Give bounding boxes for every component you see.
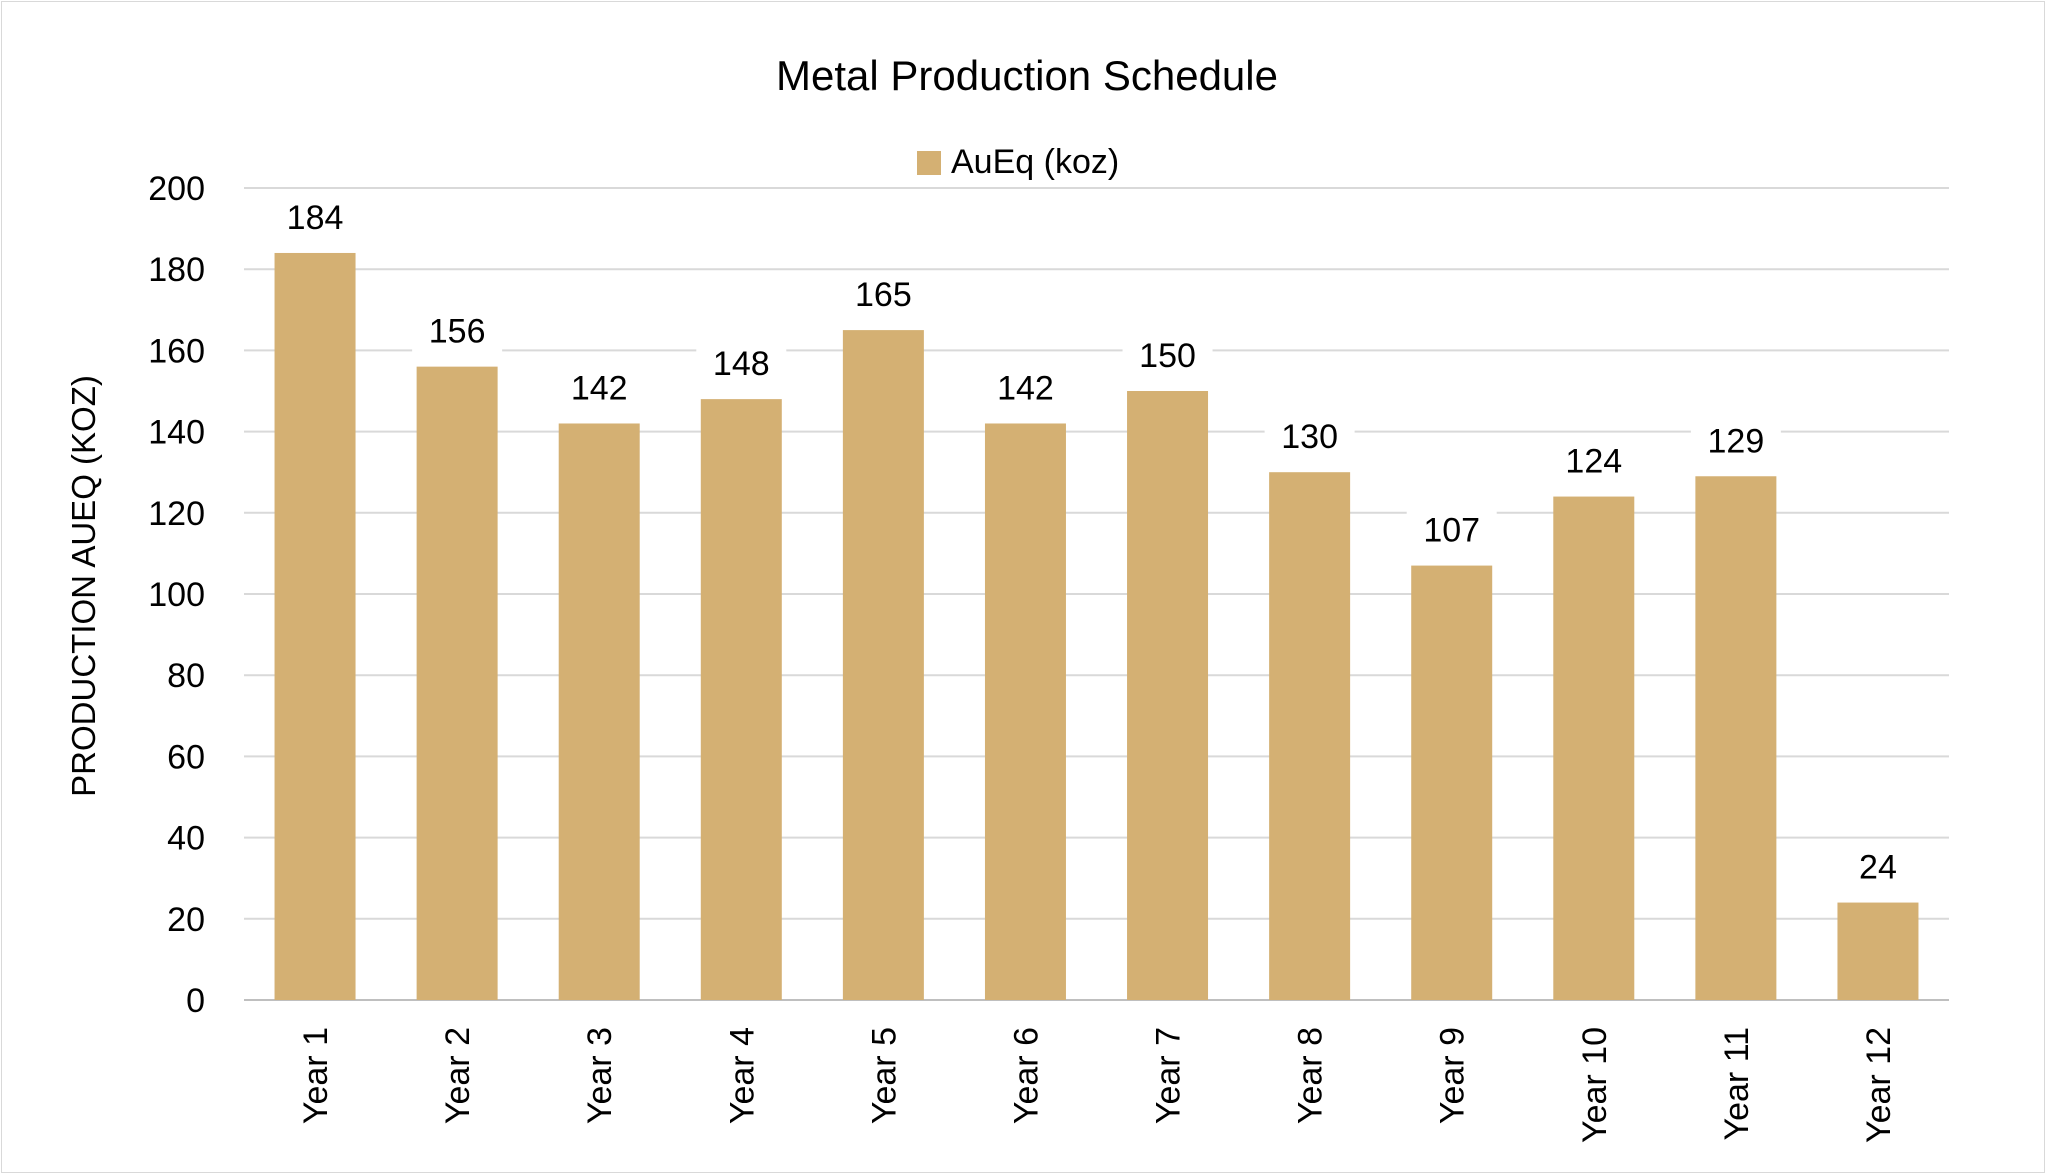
x-tick-label: Year 2 bbox=[439, 1027, 477, 1124]
x-tick-label: Year 7 bbox=[1150, 1027, 1188, 1124]
bar bbox=[416, 366, 498, 1000]
bar bbox=[1127, 391, 1209, 1000]
x-tick-label: Year 1 bbox=[297, 1027, 335, 1124]
y-tick-label: 160 bbox=[148, 332, 205, 370]
chart-title: Metal Production Schedule bbox=[776, 52, 1278, 99]
data-label-bg bbox=[554, 365, 645, 410]
bar bbox=[700, 399, 782, 1000]
y-tick-label: 40 bbox=[167, 820, 205, 858]
bar bbox=[1553, 496, 1635, 1000]
y-tick-label: 100 bbox=[148, 576, 205, 614]
bar bbox=[1411, 565, 1493, 1000]
data-label: 24 bbox=[1859, 849, 1897, 887]
data-label: 184 bbox=[287, 199, 344, 237]
data-label-bg bbox=[1548, 438, 1639, 483]
data-label: 107 bbox=[1423, 512, 1480, 550]
data-label-bg bbox=[1122, 333, 1213, 377]
bar bbox=[1695, 476, 1777, 1000]
data-label: 130 bbox=[1281, 418, 1338, 456]
y-tick-label: 140 bbox=[148, 414, 205, 452]
x-tick-label: Year 5 bbox=[865, 1027, 903, 1124]
x-tick-label: Year 6 bbox=[1007, 1027, 1045, 1124]
data-label-bg bbox=[696, 341, 787, 386]
bar bbox=[1269, 472, 1351, 1000]
data-label-bg bbox=[270, 194, 361, 239]
data-label-bg bbox=[1690, 418, 1781, 463]
bar bbox=[274, 252, 356, 1000]
data-label: 142 bbox=[997, 369, 1054, 407]
data-label: 142 bbox=[571, 369, 628, 407]
data-label-bg bbox=[1264, 414, 1355, 459]
y-tick-label: 60 bbox=[167, 738, 205, 776]
bar bbox=[984, 423, 1066, 1001]
x-tick-label: Year 3 bbox=[581, 1027, 619, 1124]
data-label: 148 bbox=[713, 345, 770, 383]
y-tick-label: 180 bbox=[148, 251, 205, 289]
x-tick-label: Year 4 bbox=[723, 1027, 761, 1124]
legend-swatch bbox=[917, 151, 941, 175]
bar bbox=[558, 423, 640, 1001]
y-tick-label: 20 bbox=[167, 901, 205, 939]
x-tick-label: Year 8 bbox=[1292, 1027, 1330, 1124]
data-label-bg bbox=[1406, 507, 1497, 552]
data-label: 165 bbox=[855, 276, 912, 314]
data-label: 156 bbox=[429, 313, 486, 351]
bar bbox=[1837, 902, 1919, 1000]
data-label-bg bbox=[980, 365, 1071, 410]
y-axis-title: PRODUCTION AUEQ (KOZ) bbox=[65, 375, 102, 797]
data-label: 124 bbox=[1565, 443, 1622, 481]
y-tick-label: 120 bbox=[148, 495, 205, 533]
x-tick-label: Year 9 bbox=[1434, 1027, 1472, 1124]
data-label-bg bbox=[838, 272, 929, 317]
x-tick-label: Year 10 bbox=[1576, 1027, 1614, 1143]
y-tick-label: 80 bbox=[167, 657, 205, 695]
x-tick-label: Year 11 bbox=[1718, 1027, 1756, 1140]
data-label: 129 bbox=[1708, 422, 1765, 460]
data-label-bg bbox=[412, 308, 503, 353]
y-tick-label: 0 bbox=[186, 982, 205, 1020]
legend-label: AuEq (koz) bbox=[951, 143, 1119, 181]
y-tick-label: 200 bbox=[148, 170, 205, 208]
data-label: 150 bbox=[1139, 337, 1196, 375]
data-label-bg bbox=[1832, 844, 1923, 889]
x-tick-label: Year 12 bbox=[1860, 1027, 1898, 1143]
bar bbox=[842, 330, 924, 1001]
